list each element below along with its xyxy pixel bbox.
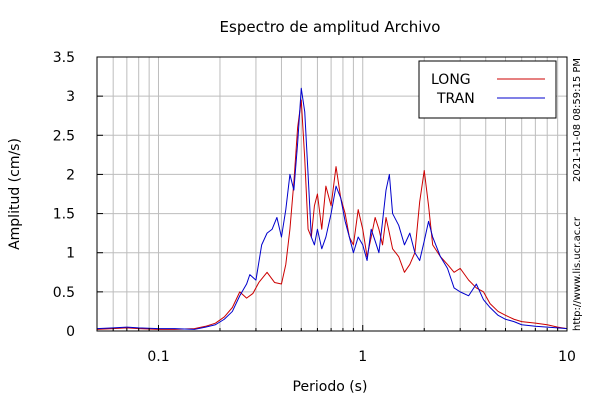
y-tick-label: 1 — [66, 246, 75, 262]
y-tick-label: 2.5 — [53, 128, 75, 144]
source-url-label: http://www.lis.ucr.ac.cr — [572, 216, 583, 331]
legend-label-tran: TRAN — [436, 91, 475, 107]
y-tick-label: 0.5 — [53, 285, 75, 301]
y-axis-label: Amplitud (cm/s) — [7, 138, 23, 250]
series-line-long — [96, 99, 568, 330]
y-tick-label: 3.5 — [53, 50, 75, 66]
legend-box — [418, 60, 557, 119]
x-tick-label: 0.1 — [147, 349, 169, 365]
axis-ticks: 0 0.5 1 1.5 2 2.5 3 3.5 0.1 1 10 — [53, 50, 576, 365]
timestamp-label: 2021-11-08 08:59:15 PM — [572, 58, 583, 182]
y-tick-label: 2 — [66, 167, 75, 183]
y-tick-label: 1.5 — [53, 207, 75, 223]
x-axis-label: Periodo (s) — [293, 379, 368, 395]
series-line-tran — [96, 87, 568, 330]
y-tick-label: 0 — [66, 324, 75, 340]
legend-label-long: LONG — [431, 72, 471, 88]
chart-title: Espectro de amplitud Archivo — [220, 18, 441, 36]
series-lines — [96, 87, 568, 330]
x-tick-label: 1 — [358, 349, 367, 365]
x-tick-label: 10 — [558, 349, 576, 365]
plot-frame — [96, 56, 568, 332]
y-tick-label: 3 — [66, 89, 75, 105]
legend: LONG TRAN — [418, 60, 557, 119]
